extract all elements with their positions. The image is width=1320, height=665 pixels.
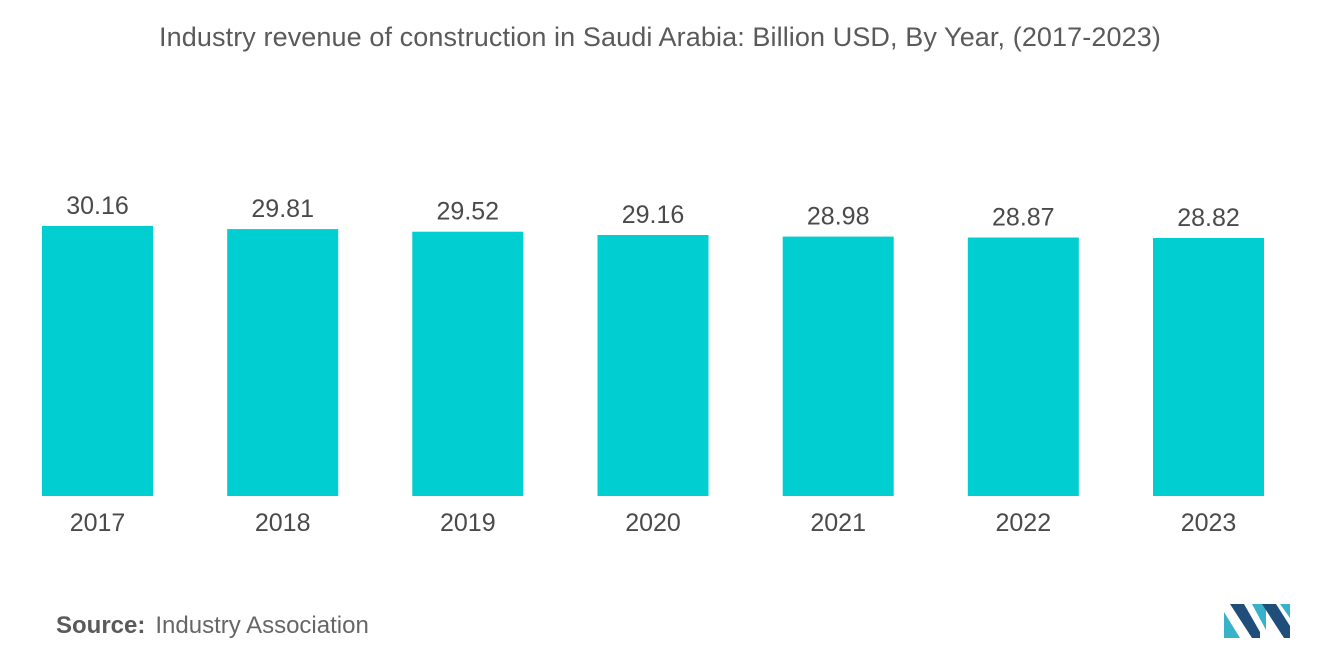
- x-tick-label: 2017: [70, 509, 126, 537]
- chart-title: Industry revenue of construction in Saud…: [159, 22, 1161, 52]
- x-tick-label: 2020: [625, 509, 681, 537]
- bar-value-label: 28.87: [992, 204, 1055, 232]
- source-label: Source:: [56, 612, 146, 639]
- bar-value-label: 29.52: [437, 198, 500, 226]
- source-text: Industry Association: [155, 612, 369, 639]
- bar-value-label: 29.16: [622, 201, 685, 229]
- bar-value-label: 28.82: [1177, 204, 1240, 232]
- bar-value-label: 29.81: [251, 195, 314, 223]
- bar-value-label: 30.16: [66, 192, 129, 220]
- value-labels-group: 30.16 29.81 29.52 29.16 28.98 28.87 28.82: [66, 192, 1240, 232]
- x-axis-tick-labels: 2017 2018 2019 2020 2021 2022 2023: [70, 509, 1237, 537]
- bar-2022: [967, 237, 1079, 496]
- bar-2019: [412, 231, 524, 496]
- x-tick-label: 2019: [440, 509, 496, 537]
- source-note: Source: Industry Association: [56, 612, 369, 640]
- bar-2017: [42, 226, 153, 496]
- x-tick-label: 2021: [810, 509, 866, 537]
- x-tick-label: 2018: [255, 509, 311, 537]
- bar-2018: [227, 229, 339, 496]
- bar-2020: [597, 235, 709, 496]
- bar-value-label: 28.98: [807, 203, 870, 231]
- bar-2023: [1153, 238, 1264, 496]
- x-tick-label: 2023: [1181, 509, 1237, 537]
- mordor-intelligence-logo-icon: [1224, 604, 1290, 638]
- bar-2021: [782, 236, 894, 496]
- x-tick-label: 2022: [995, 509, 1051, 537]
- bars-group: [42, 226, 1264, 496]
